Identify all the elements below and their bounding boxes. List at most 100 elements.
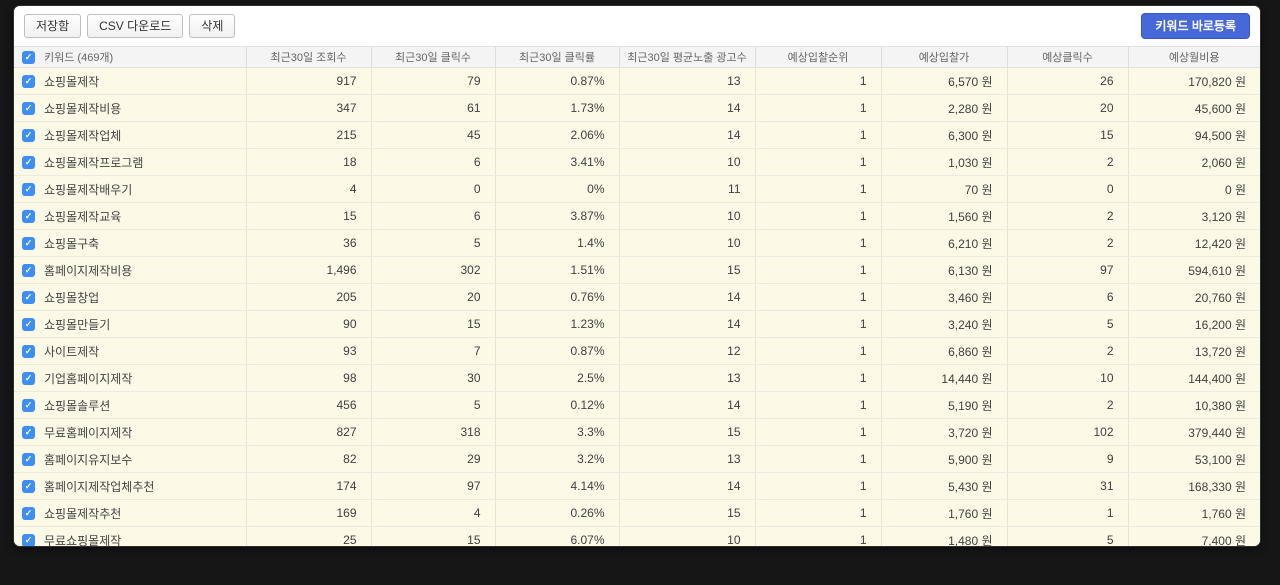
row-checkbox[interactable]: ✓ xyxy=(22,344,35,358)
cell-monthly-cost: 10,380 원 xyxy=(1127,391,1260,419)
cell-est-clicks: 102 xyxy=(1006,418,1128,446)
keyword-label: 쇼핑몰구축 xyxy=(44,236,100,251)
table-row: ✓ 홈페이지제작업체추천 174 97 4.14% 14 1 5,430 원 31… xyxy=(14,472,1260,500)
table-row: ✓ 홈페이지제작비용 1,496 302 1.51% 15 1 6,130 원 9… xyxy=(14,256,1260,284)
keyword-cell: ✓ 사이트제작 xyxy=(14,337,246,365)
cell-clicks: 6 xyxy=(370,148,495,176)
row-checkbox[interactable]: ✓ xyxy=(22,74,35,88)
cell-bid-rank: 1 xyxy=(754,337,881,365)
table-row: ✓ 쇼핑몰솔루션 456 5 0.12% 14 1 5,190 원 2 10,38… xyxy=(14,391,1260,419)
cell-clicks: 30 xyxy=(370,364,495,392)
cell-clicks: 6 xyxy=(370,202,495,230)
keyword-cell: ✓ 쇼핑몰구축 xyxy=(14,229,246,257)
table-row: ✓ 홈페이지유지보수 82 29 3.2% 13 1 5,900 원 9 53,1… xyxy=(14,445,1260,473)
table-row: ✓ 쇼핑몰제작프로그램 18 6 3.41% 10 1 1,030 원 2 2,0… xyxy=(14,148,1260,176)
select-all-checkbox[interactable]: ✓ xyxy=(22,50,35,64)
cell-bid-price: 1,480 원 xyxy=(880,526,1007,546)
header-monthly-cost: 예상월비용 xyxy=(1127,46,1260,68)
cell-avg-ads: 13 xyxy=(618,445,755,473)
row-checkbox[interactable]: ✓ xyxy=(22,317,35,331)
cell-ctr: 3.2% xyxy=(494,445,619,473)
cell-bid-rank: 1 xyxy=(754,499,881,527)
save-button[interactable]: 저장함 xyxy=(24,14,82,38)
keyword-cell: ✓ 쇼핑몰만들기 xyxy=(14,310,246,338)
csv-download-button[interactable]: CSV 다운로드 xyxy=(87,14,184,38)
cell-bid-price: 1,030 원 xyxy=(880,148,1007,176)
keyword-label: 쇼핑몰제작프로그램 xyxy=(44,155,144,170)
keyword-cell: ✓ 쇼핑몰제작배우기 xyxy=(14,175,246,203)
cell-avg-ads: 14 xyxy=(618,121,755,149)
cell-avg-ads: 15 xyxy=(618,499,755,527)
row-checkbox[interactable]: ✓ xyxy=(22,263,35,277)
row-checkbox[interactable]: ✓ xyxy=(22,506,35,520)
keyword-label: 쇼핑몰제작교육 xyxy=(44,209,122,224)
row-checkbox[interactable]: ✓ xyxy=(22,479,35,493)
table-row: ✓ 사이트제작 93 7 0.87% 12 1 6,860 원 2 13,720 … xyxy=(14,337,1260,365)
cell-avg-ads: 10 xyxy=(618,202,755,230)
cell-bid-rank: 1 xyxy=(754,283,881,311)
cell-bid-rank: 1 xyxy=(754,148,881,176)
cell-bid-rank: 1 xyxy=(754,229,881,257)
row-checkbox[interactable]: ✓ xyxy=(22,290,35,304)
keyword-label: 홈페이지유지보수 xyxy=(44,452,133,467)
cell-est-clicks: 5 xyxy=(1006,526,1128,546)
keyword-label: 사이트제작 xyxy=(44,344,100,359)
keyword-cell: ✓ 쇼핑몰제작업체 xyxy=(14,121,246,149)
header-views: 최근30일 조회수 xyxy=(245,46,371,68)
row-checkbox[interactable]: ✓ xyxy=(22,371,35,385)
keyword-cell: ✓ 무료홈페이지제작 xyxy=(14,418,246,446)
cell-views: 215 xyxy=(245,121,371,149)
cell-ctr: 0.87% xyxy=(494,67,619,95)
header-est-clicks: 예상클릭수 xyxy=(1006,46,1128,68)
row-checkbox[interactable]: ✓ xyxy=(22,128,35,142)
cell-ctr: 1.4% xyxy=(494,229,619,257)
cell-bid-rank: 1 xyxy=(754,310,881,338)
row-checkbox[interactable]: ✓ xyxy=(22,452,35,466)
cell-bid-price: 5,190 원 xyxy=(880,391,1007,419)
cell-monthly-cost: 1,760 원 xyxy=(1127,499,1260,527)
cell-monthly-cost: 45,600 원 xyxy=(1127,94,1260,122)
cell-views: 25 xyxy=(245,526,371,546)
cell-views: 169 xyxy=(245,499,371,527)
cell-est-clicks: 2 xyxy=(1006,229,1128,257)
row-checkbox[interactable]: ✓ xyxy=(22,182,35,196)
cell-est-clicks: 31 xyxy=(1006,472,1128,500)
cell-bid-price: 6,860 원 xyxy=(880,337,1007,365)
row-checkbox[interactable]: ✓ xyxy=(22,155,35,169)
row-checkbox[interactable]: ✓ xyxy=(22,209,35,223)
row-checkbox[interactable]: ✓ xyxy=(22,533,35,546)
keyword-label: 쇼핑몰창업 xyxy=(44,290,100,305)
cell-est-clicks: 97 xyxy=(1006,256,1128,284)
cell-ctr: 0.12% xyxy=(494,391,619,419)
cell-avg-ads: 10 xyxy=(618,229,755,257)
cell-views: 36 xyxy=(245,229,371,257)
cell-bid-price: 70 원 xyxy=(880,175,1007,203)
keyword-label: 쇼핑몰솔루션 xyxy=(44,398,111,413)
cell-est-clicks: 1 xyxy=(1006,499,1128,527)
cell-avg-ads: 13 xyxy=(618,67,755,95)
row-checkbox[interactable]: ✓ xyxy=(22,101,35,115)
cell-bid-price: 3,720 원 xyxy=(880,418,1007,446)
cell-bid-rank: 1 xyxy=(754,391,881,419)
row-checkbox[interactable]: ✓ xyxy=(22,236,35,250)
keyword-cell: ✓ 기업홈페이지제작 xyxy=(14,364,246,392)
cell-avg-ads: 13 xyxy=(618,364,755,392)
cell-monthly-cost: 144,400 원 xyxy=(1127,364,1260,392)
cell-clicks: 15 xyxy=(370,310,495,338)
row-checkbox[interactable]: ✓ xyxy=(22,398,35,412)
cell-bid-rank: 1 xyxy=(754,526,881,546)
cell-monthly-cost: 170,820 원 xyxy=(1127,67,1260,95)
table-row: ✓ 쇼핑몰제작 917 79 0.87% 13 1 6,570 원 26 170,… xyxy=(14,67,1260,95)
cell-monthly-cost: 53,100 원 xyxy=(1127,445,1260,473)
cell-views: 456 xyxy=(245,391,371,419)
keyword-label: 쇼핑몰제작배우기 xyxy=(44,182,133,197)
header-bid-rank: 예상입찰순위 xyxy=(754,46,881,68)
cell-monthly-cost: 94,500 원 xyxy=(1127,121,1260,149)
row-checkbox[interactable]: ✓ xyxy=(22,425,35,439)
cell-clicks: 61 xyxy=(370,94,495,122)
register-keyword-button[interactable]: 키워드 바로등록 xyxy=(1141,13,1250,39)
delete-button[interactable]: 삭제 xyxy=(189,14,236,38)
cell-ctr: 0.26% xyxy=(494,499,619,527)
cell-est-clicks: 20 xyxy=(1006,94,1128,122)
